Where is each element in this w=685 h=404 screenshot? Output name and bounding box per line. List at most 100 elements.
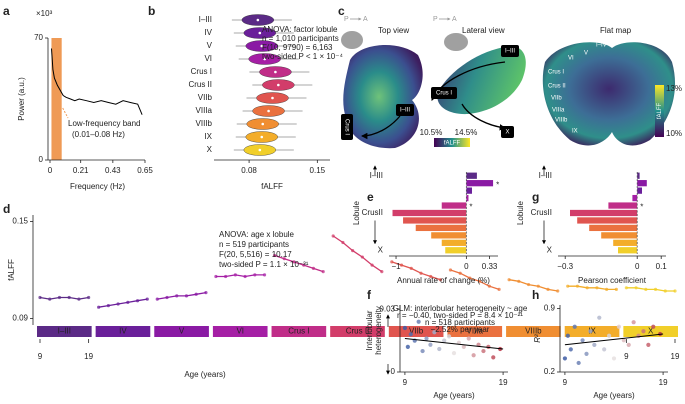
y-tick-label: 0 <box>391 367 396 376</box>
violin-median <box>258 31 262 35</box>
annotation: F(10, 9790) = 6,163 <box>262 43 333 52</box>
arrow <box>360 115 401 140</box>
bar <box>445 247 467 254</box>
data-point <box>437 346 442 352</box>
flat-map-label: I–IV <box>596 43 607 49</box>
legend-label: X <box>648 327 654 336</box>
x-tick-label: 0 <box>635 262 640 271</box>
legend-label: VIIIa <box>467 327 484 336</box>
data-point <box>405 344 410 349</box>
trend-line <box>332 235 383 273</box>
category-label: I–III <box>199 15 212 24</box>
annotation: two-sided P = 1.1 × 10⁻³¹ <box>219 260 309 269</box>
data-point <box>572 324 577 329</box>
x-tick-label: 19 <box>671 352 680 361</box>
axis-multiplier: ×10³ <box>36 9 53 18</box>
category-label: VIIb <box>198 93 213 102</box>
callout-box <box>341 114 353 140</box>
x-tick-label: 9 <box>403 378 408 387</box>
bar <box>618 247 638 254</box>
flat-map-label: VIIIa <box>552 108 565 114</box>
annotation: n = 518 participants <box>425 318 495 327</box>
significance: * <box>469 203 472 212</box>
panel-letter: h <box>532 288 539 302</box>
x-tick-label: 19 <box>499 378 508 387</box>
y-axis-label: Lobule <box>516 200 525 225</box>
x-tick-label: −0.3 <box>557 262 573 271</box>
data-point <box>602 347 607 352</box>
category-label: CrusII <box>531 208 552 217</box>
x-axis-label: Annual rate of change (%) <box>397 276 490 285</box>
violin-median <box>260 135 264 139</box>
data-point <box>584 351 589 356</box>
bar <box>570 209 638 217</box>
data-point <box>562 356 568 361</box>
x-axis-label: Frequency (Hz) <box>70 182 125 191</box>
arrow <box>461 103 507 131</box>
legend-swatch <box>330 326 385 337</box>
data-point <box>408 332 413 337</box>
flat-map-label: VI <box>568 56 574 62</box>
x-tick-label: 0.1 <box>656 262 668 271</box>
data-point <box>651 324 656 329</box>
data-point <box>580 338 585 343</box>
colorbar-label: fALFF <box>657 103 663 120</box>
annotation: F(20, 5,516) = 10.17 <box>219 250 292 259</box>
colorbar <box>655 85 664 137</box>
violin-median <box>261 122 265 126</box>
category-label: VI <box>204 54 212 63</box>
y-tick-label: 0 <box>39 155 44 164</box>
callout-box <box>431 87 457 99</box>
x-tick-label: 0.15 <box>310 166 326 175</box>
violin-median <box>260 44 264 48</box>
callout-box <box>501 126 514 138</box>
category-label: X <box>378 245 384 254</box>
view-title: Lateral view <box>462 26 505 35</box>
bar <box>601 232 638 239</box>
data-point <box>451 351 457 356</box>
annotation: ANOVA: factor lobule <box>262 25 338 34</box>
category-label: VIIIa <box>196 106 213 115</box>
panel-letter: b <box>148 4 155 18</box>
data-point <box>466 336 471 341</box>
top-view-map <box>343 44 423 149</box>
view-title: Top view <box>378 26 409 35</box>
colorbar-min: 10.5% <box>420 128 443 137</box>
x-axis-label: Pearson coefficient <box>578 276 647 285</box>
y-tick-label: 0.9 <box>544 304 556 313</box>
data-point <box>606 333 612 338</box>
data-point <box>491 355 496 360</box>
fit-line <box>404 338 504 350</box>
category-label: IX <box>204 132 212 141</box>
x-tick-label: 19 <box>84 352 93 361</box>
legend-label: VIIb <box>409 327 424 336</box>
data-point <box>568 347 573 352</box>
spectrum-line <box>51 48 143 115</box>
bar <box>466 172 477 179</box>
category-label: V <box>207 41 213 50</box>
data-point <box>624 286 628 290</box>
annotation: (0.01–0.08 Hz) <box>72 130 125 139</box>
y-axis-label: heterogeneity <box>374 306 383 354</box>
y-tick-label: 0.2 <box>544 367 556 376</box>
flat-map-label: VIIb <box>551 96 562 102</box>
violin-median <box>258 148 262 152</box>
legend-swatch <box>623 326 678 337</box>
bar <box>466 180 494 187</box>
panel-letter: g <box>532 190 539 204</box>
panel-letter: d <box>3 202 10 216</box>
category-label: VIIIb <box>196 119 213 128</box>
bar <box>577 217 638 224</box>
x-tick-label: −1 <box>391 262 401 271</box>
bar <box>637 187 642 194</box>
data-point <box>262 273 267 277</box>
data-point <box>461 344 466 349</box>
panel-letter: f <box>367 288 372 302</box>
violin-median <box>263 57 266 61</box>
annotation: r = −0.40, two-sided P = 8.4 × 10⁻²¹ <box>397 311 523 320</box>
callout: I–III <box>505 49 515 55</box>
bar <box>589 224 638 232</box>
x-tick-label: 0.08 <box>241 166 257 175</box>
violin-median <box>274 70 277 74</box>
